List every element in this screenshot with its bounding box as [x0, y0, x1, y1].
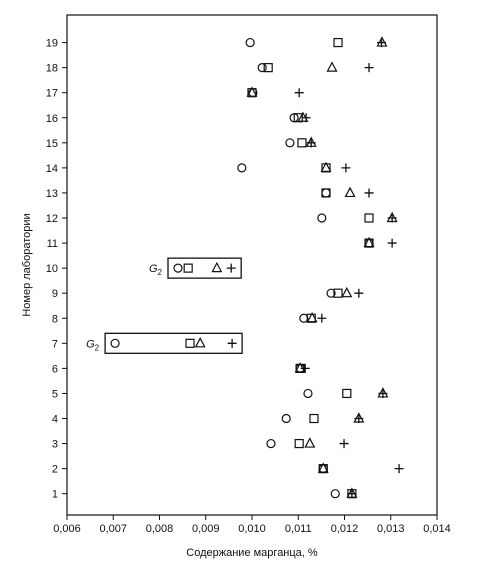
y-tick-label: 8 [52, 313, 58, 325]
circle-point [110, 338, 120, 348]
circle-point [237, 163, 247, 173]
plus-point [294, 88, 304, 98]
square-point [297, 138, 307, 148]
annotation-text: G [149, 263, 158, 275]
y-tick-label: 13 [46, 188, 58, 200]
circle-point [317, 213, 327, 223]
triangle-point [304, 437, 316, 448]
annotation: G2 [86, 338, 100, 352]
plus-point [354, 414, 364, 424]
y-tick-label: 6 [52, 363, 58, 375]
y-tick-label: 16 [46, 113, 58, 125]
circle-point [330, 489, 340, 499]
y-tick-label: 9 [52, 288, 58, 300]
plus-point [347, 489, 357, 499]
triangle-point [320, 161, 332, 172]
y-tick-label: 12 [46, 213, 58, 225]
square-point [294, 438, 304, 449]
triangle-point [211, 261, 223, 273]
circle-point [257, 63, 267, 73]
square-point [364, 213, 374, 223]
annotation-text: G [86, 338, 95, 350]
square-point [333, 37, 343, 48]
triangle-point [317, 462, 329, 473]
y-axis-label: Номер лаборатории [21, 213, 33, 316]
y-tick-label: 5 [52, 388, 58, 400]
circle-point [173, 263, 183, 273]
plus-point [394, 464, 404, 474]
square-point [342, 388, 352, 399]
plus-point [227, 338, 237, 348]
circle-point [245, 37, 255, 48]
plus-point [317, 313, 327, 323]
triangle-point [326, 61, 338, 72]
triangle-point [194, 337, 206, 348]
y-tick-label: 4 [52, 414, 58, 426]
plus-point [300, 363, 310, 373]
circle-point [299, 313, 309, 323]
plot-frame [66, 14, 438, 516]
x-tick-label: 0,009 [192, 523, 220, 535]
x-tick-label: 0,014 [423, 523, 451, 535]
plus-point [387, 238, 397, 248]
annotation-subscript: 2 [95, 343, 100, 352]
y-tick-label: 3 [52, 439, 58, 451]
plus-point [301, 113, 311, 123]
x-axis-label: Содержание марганца, % [186, 547, 318, 559]
y-tick-label: 10 [46, 263, 58, 275]
x-tick-label: 0,012 [331, 523, 359, 535]
square-point [321, 188, 331, 198]
plus-point [306, 138, 316, 148]
plus-point [364, 188, 374, 198]
x-tick-label: 0,006 [53, 523, 81, 535]
plus-point [354, 288, 364, 298]
square-point [185, 338, 195, 348]
y-tick-label: 18 [46, 63, 58, 75]
triangle-point [344, 186, 356, 198]
plus-point [377, 38, 386, 48]
circle-point [266, 438, 276, 449]
plus-point [364, 63, 374, 73]
circle-point [303, 388, 313, 399]
y-tick-label: 17 [46, 88, 58, 100]
x-tick-label: 0,011 [285, 523, 312, 535]
square-point [309, 413, 319, 424]
x-tick-label: 0,010 [238, 523, 266, 535]
triangle-point [306, 311, 318, 323]
plus-point [378, 388, 388, 398]
square-point [333, 288, 343, 298]
annotation-box [167, 257, 242, 279]
plus-point [339, 439, 349, 449]
plus-point [341, 163, 351, 173]
circle-point [281, 413, 291, 424]
circle-point [321, 188, 331, 198]
x-tick-label: 0,013 [377, 523, 405, 535]
triangle-point [297, 111, 309, 122]
triangle-point [294, 362, 306, 373]
y-tick-label: 11 [47, 238, 58, 250]
plus-point [226, 263, 236, 273]
y-tick-label: 7 [52, 338, 58, 350]
square-point [183, 263, 193, 273]
annotation: G2 [149, 263, 163, 277]
y-tick-label: 14 [46, 163, 58, 175]
square-point [263, 63, 273, 73]
y-tick-label: 15 [46, 138, 58, 150]
triangle-point [246, 86, 258, 97]
circle-point [285, 138, 295, 148]
y-tick-label: 2 [52, 464, 58, 476]
circle-point [326, 288, 336, 298]
annotation-box [104, 332, 243, 354]
x-tick-label: 0,007 [99, 523, 127, 535]
triangle-point [341, 286, 353, 298]
triangle-point [363, 236, 375, 248]
y-tick-label: 19 [46, 38, 58, 50]
y-tick-label: 1 [52, 489, 58, 501]
annotation-subscript: 2 [158, 268, 163, 277]
x-tick-label: 0,008 [146, 523, 174, 535]
plus-point [387, 213, 397, 223]
